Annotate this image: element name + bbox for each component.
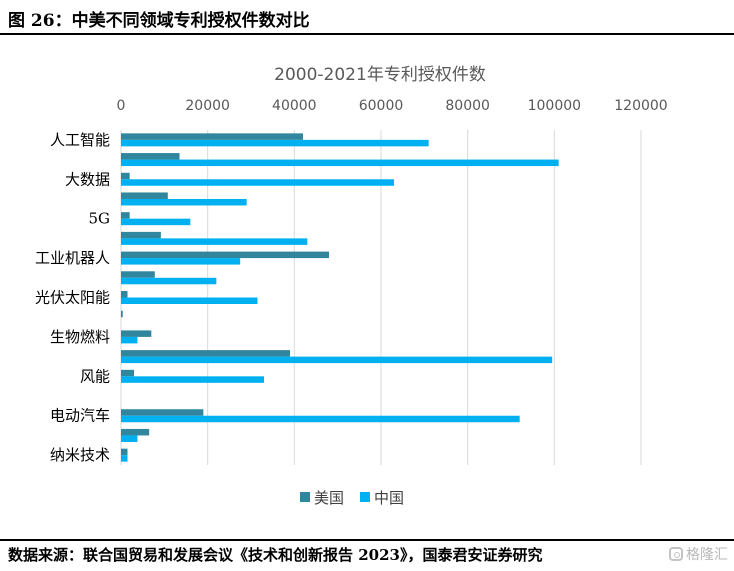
bar-us [121,448,128,456]
bar-cn [121,376,264,383]
source-note: 数据来源：联合国贸易和发展会议《技术和创新报告 2023》，国泰君安证券研究 [8,546,543,564]
legend-swatch [360,492,370,502]
bar-us [121,350,290,357]
bottom-rule [0,539,734,541]
x-tick-label: 80000 [445,98,490,114]
category-label: 风能 [80,367,110,385]
category-label: 光伏太阳能 [35,289,110,307]
bar-us [121,369,134,377]
bar-cn [121,258,241,265]
x-tick-label: 100000 [528,98,581,114]
bar-cn [121,356,553,364]
category-label: 大数据 [65,170,110,188]
bar-us [121,212,130,219]
bar-us [121,172,130,180]
category-label: 电动汽车 [50,407,110,425]
category-label: 工业机器人 [35,249,110,267]
bar-us [121,231,161,239]
bar-cn [121,277,217,285]
x-tick-label: 0 [117,98,126,114]
bar-cn [121,435,138,442]
bar-cn [121,139,429,147]
bar-us [121,271,155,278]
bar-us [121,428,150,436]
bar-us [121,192,168,199]
category-label: 5G [88,210,110,228]
category-label: 人工智能 [50,131,110,149]
x-axis-ticks: 0 20000 40000 60000 80000 100000 120000 [117,98,668,114]
watermark-logo-icon [669,547,683,561]
legend-label: 美国 [314,489,344,507]
watermark-text: 格隆汇 [686,547,728,563]
x-tick-label: 40000 [272,98,317,114]
x-tick-label: 120000 [614,98,667,114]
legend-swatch [300,492,310,502]
bar-cn [121,455,128,462]
bars [121,133,559,462]
bar-cn [121,415,520,423]
bar-us [121,330,152,337]
category-label: 生物燃料 [50,328,110,346]
legend-label: 中国 [374,489,404,507]
figure-title: 图 26：中美不同领域专利授权件数对比 [8,11,310,31]
category-label: 纳米技术 [50,446,110,464]
bar-cn [121,297,258,304]
x-tick-label: 20000 [185,98,230,114]
bar-cn [121,336,138,344]
bar-us [121,133,303,140]
bar-us [121,251,329,259]
x-tick-label: 60000 [359,98,404,114]
bar-us [121,310,123,318]
bar-us [121,153,180,160]
bar-us [121,291,128,298]
bar-cn [121,179,394,186]
chart-title: 2000-2021年专利授权件数 [274,65,486,85]
legend: 美国 中国 [300,489,404,507]
gridlines [120,130,642,465]
top-rule [0,33,734,35]
bar-cn [121,218,191,226]
bar-cn [121,238,308,245]
bar-cn [121,159,559,167]
bar-us [121,409,204,416]
bar-cn [121,198,247,206]
watermark: 格隆汇 [669,544,728,564]
